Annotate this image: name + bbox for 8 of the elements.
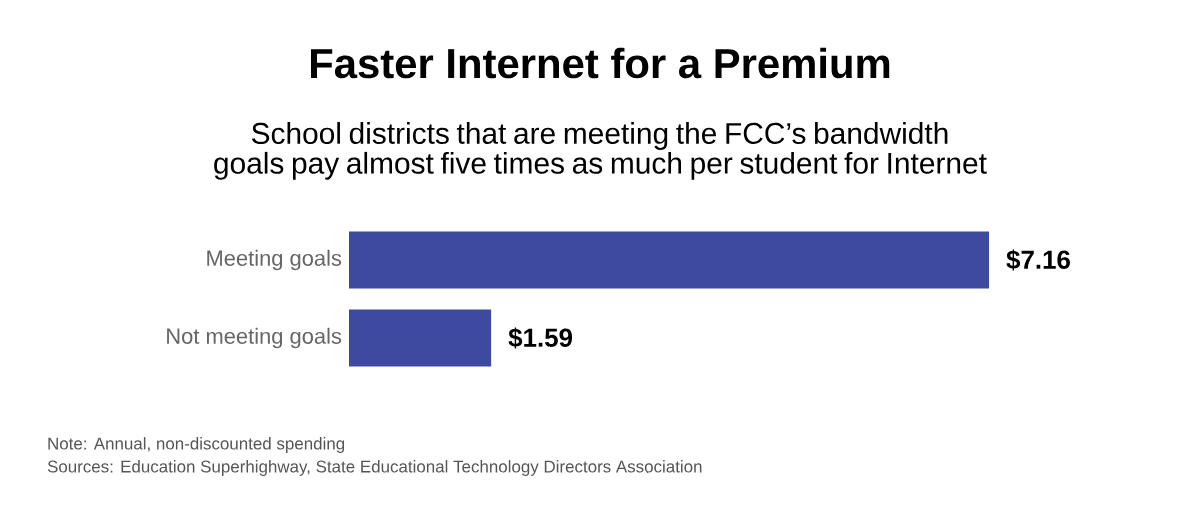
data-label: $1.59 <box>508 327 573 349</box>
source-note: Sources: Education Superhighway, State Educational Technology Directors Association <box>47 460 702 476</box>
chart-title: Faster Internet for a Premium <box>311 47 890 79</box>
text: Note: Annual, non-discounted spending <box>48 437 345 453</box>
y-tick-label: Meeting goals <box>207 249 342 271</box>
chart-subtitle: School districts that are meeting the FCC’s bandwidth goals pay almost five times as much per student for Internet <box>214 122 987 180</box>
y-tick-label: Not meeting goals <box>167 327 342 349</box>
data-label: $7.16 <box>1006 249 1070 271</box>
